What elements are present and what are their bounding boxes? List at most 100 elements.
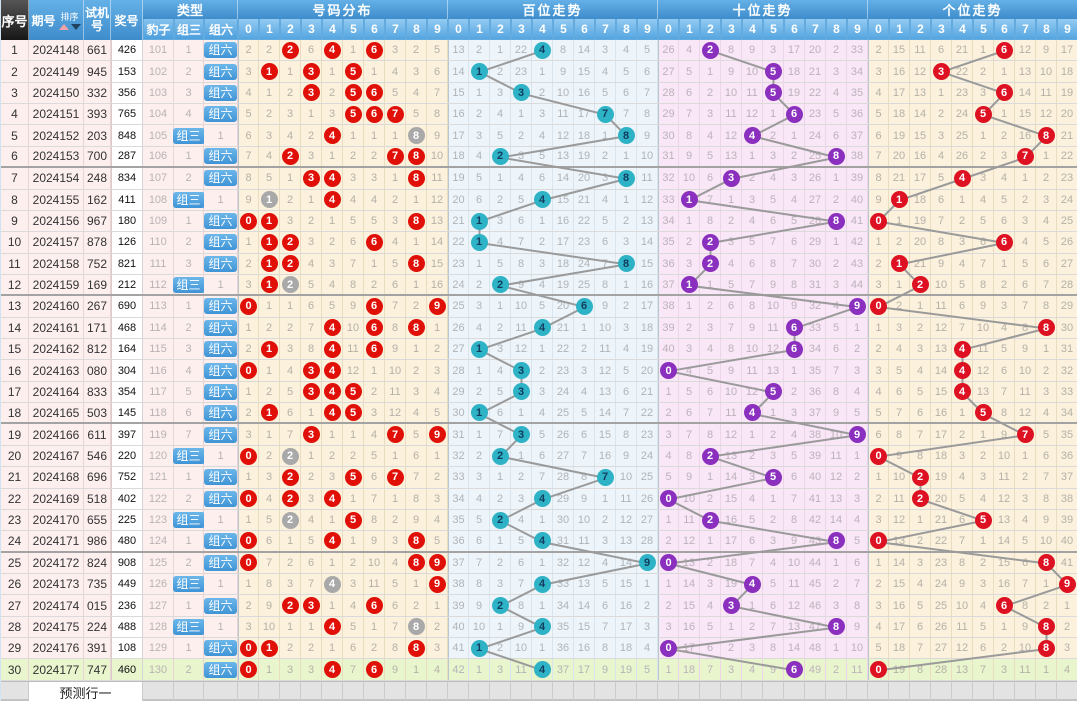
dist-cell-9: 12 xyxy=(427,189,448,210)
shi-cell-9: 4 xyxy=(847,381,868,403)
shi-cell-5: 5 xyxy=(763,573,784,595)
shi-cell-1: 14 xyxy=(679,573,700,595)
prediction-row-tab[interactable]: 预测行一 xyxy=(29,682,143,701)
shi-cell-5: 6 xyxy=(763,210,784,232)
ge-cell-9: 41 xyxy=(1057,552,1077,573)
dist-circle-0: 0 xyxy=(240,362,257,380)
bai-cell-9: 14 xyxy=(637,232,658,253)
dist-cell-8: 5 xyxy=(406,424,427,445)
ge-cell-5: 1 xyxy=(973,40,994,61)
dist-cell-6: 2 xyxy=(364,638,385,659)
ge-cell-7: 11 xyxy=(1015,659,1036,680)
footer-cell xyxy=(143,682,174,701)
ge-cell-9: 27 xyxy=(1057,253,1077,274)
dist-cell-8: 8 xyxy=(406,168,427,189)
header-digit-6: 6 xyxy=(574,19,595,40)
dist-cell-1: 1 xyxy=(259,360,280,381)
bai-cell-2: 6 xyxy=(490,403,511,423)
dist-cell-4: 4 xyxy=(322,125,343,146)
shi-cell-1: 10 xyxy=(679,168,700,189)
ge-cell-2: 1 xyxy=(910,509,931,531)
dist-circle-4: 4 xyxy=(323,41,341,59)
ge-cell-6: 3 xyxy=(994,296,1015,317)
bai-cell-3: 10 xyxy=(511,638,532,659)
footer-cell xyxy=(1036,682,1057,701)
header-digit-1: 1 xyxy=(259,19,280,40)
ge-cell-6: 3 xyxy=(994,146,1015,167)
bai-circle-9: 9 xyxy=(638,554,656,572)
ge-cell-6: 2 xyxy=(994,274,1015,295)
bai-cell-9: 5 xyxy=(637,40,658,61)
bai-cell-3: 6 xyxy=(511,552,532,573)
dist-cell-7: 8 xyxy=(385,638,406,659)
zusan-cell: 7 xyxy=(174,424,204,445)
dist-cell-8: 9 xyxy=(406,509,427,531)
dist-circle-2: 2 xyxy=(281,468,299,486)
dist-cell-3: 3 xyxy=(301,659,322,680)
bai-cell-9: 10 xyxy=(637,146,658,167)
shi-circle-8: 8 xyxy=(827,147,845,165)
bai-cell-1: 1 xyxy=(469,61,490,82)
ge-cell-0: 3 xyxy=(868,360,889,381)
dist-cell-4: 4 xyxy=(322,339,343,360)
bai-cell-4: 2 xyxy=(532,232,553,253)
bai-cell-0: 36 xyxy=(448,531,469,551)
sort-asc-icon[interactable] xyxy=(58,24,69,30)
shi-cell-7: 39 xyxy=(805,445,826,467)
dist-cell-5: 1 xyxy=(343,531,364,551)
dist-cell-4: 4 xyxy=(322,360,343,381)
dist-cell-6: 6 xyxy=(364,317,385,339)
bai-cell-3: 11 xyxy=(511,659,532,680)
bai-cell-9: 9 xyxy=(637,125,658,146)
sort-desc-icon[interactable] xyxy=(70,24,81,30)
bai-cell-2: 4 xyxy=(490,232,511,253)
shi-cell-9: 37 xyxy=(847,125,868,146)
footer-cell xyxy=(322,682,343,701)
shi-cell-4: 9 xyxy=(742,40,763,61)
dist-cell-4: 1 xyxy=(322,424,343,445)
bai-cell-2: 2 xyxy=(490,595,511,616)
shi-cell-5: 12 xyxy=(763,339,784,360)
ge-cell-2: 3 xyxy=(910,339,931,360)
bai-cell-0: 35 xyxy=(448,509,469,531)
ge-cell-9: 23 xyxy=(1057,168,1077,189)
bai-cell-2: 3 xyxy=(490,659,511,680)
dist-cell-4: 4 xyxy=(322,488,343,509)
type-badge: 组六 xyxy=(204,170,237,187)
shi-circle-2: 2 xyxy=(701,511,719,529)
footer-cell xyxy=(511,682,532,701)
seq-cell: 11 xyxy=(1,253,29,274)
table-row: 14 2024161 171 468 114 2 组六 1 2 2 7 4 10 6 8 8 1 26 4 2 11 4 2… xyxy=(1,317,1077,340)
ge-circle-8: 8 xyxy=(1037,554,1055,572)
bai-cell-0: 15 xyxy=(448,82,469,104)
zusan-cell: 5 xyxy=(174,381,204,403)
dist-cell-9: 13 xyxy=(427,210,448,232)
bai-cell-9: 16 xyxy=(637,274,658,295)
bai-cell-1: 1 xyxy=(469,659,490,680)
ge-cell-5: 2 xyxy=(973,445,994,467)
ge-cell-9: 29 xyxy=(1057,296,1077,317)
dist-cell-2: 2 xyxy=(280,40,301,61)
sort-control[interactable]: 排序 xyxy=(58,10,81,30)
bai-cell-7: 6 xyxy=(595,595,616,616)
bai-cell-0: 39 xyxy=(448,595,469,616)
bai-cell-1: 1 xyxy=(469,339,490,360)
bai-cell-1: 3 xyxy=(469,125,490,146)
bai-cell-2: 5 xyxy=(490,381,511,403)
ge-circle-8: 8 xyxy=(1037,618,1055,636)
dist-cell-8: 8 xyxy=(406,552,427,573)
ge-cell-2: 5 xyxy=(910,595,931,616)
ge-cell-2: 2 xyxy=(910,488,931,509)
ge-cell-0: 0 xyxy=(868,296,889,317)
dist-circle-2: 2 xyxy=(281,233,299,251)
dist-circle-6: 6 xyxy=(365,233,383,251)
bai-cell-1: 9 xyxy=(469,595,490,616)
ge-cell-9: 39 xyxy=(1057,509,1077,531)
table-row: 1 2024148 661 426 101 1 组六 2 2 2 6 4 1 6 3 2 5 13 2 1 22 4 8 14… xyxy=(1,40,1077,62)
shi-cell-1: 4 xyxy=(679,360,700,381)
shi-cell-5: 1 xyxy=(763,488,784,509)
dist-cell-9: 1 xyxy=(427,595,448,616)
ge-cell-9: 40 xyxy=(1057,531,1077,551)
dist-cell-5: 5 xyxy=(343,509,364,531)
dist-cell-8: 6 xyxy=(406,445,427,467)
